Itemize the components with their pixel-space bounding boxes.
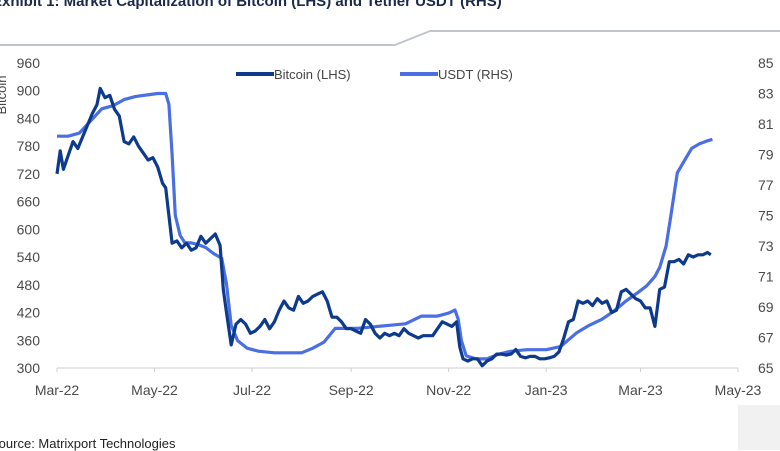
y-left-tick-label: 480 — [17, 277, 41, 293]
source-note: Source: Matrixport Technologies — [0, 436, 176, 451]
y-left-tick-label: 840 — [17, 110, 41, 126]
x-tick-label: Nov-22 — [426, 382, 471, 398]
chart-title: Exhibit 1: Market Capitalization of Bitc… — [0, 0, 502, 10]
y-left-tick-label: 900 — [17, 83, 41, 99]
y-axis-left-title-text: Bitcoin — [0, 75, 9, 114]
x-tick-label: Jul-22 — [233, 382, 271, 398]
y-left-tick-label: 420 — [17, 305, 41, 321]
y-right-tick-label: 77 — [758, 177, 774, 193]
x-tick-label: Jan-23 — [525, 382, 568, 398]
y-left-tick-label: 300 — [17, 360, 41, 376]
y-right-tick-label: 65 — [758, 360, 774, 376]
y-left-tick-label: 600 — [17, 221, 41, 237]
y-left-tick-label: 780 — [17, 138, 41, 154]
legend-label: USDT (RHS) — [438, 67, 513, 82]
y-right-tick-label: 69 — [758, 299, 774, 315]
y-right-tick-label: 67 — [758, 330, 774, 346]
y-axis-left-title: Bitcoin — [0, 75, 9, 114]
x-tick-label: Mar-22 — [35, 382, 80, 398]
series-line-bitcoin — [55, 86, 712, 368]
y-left-tick-label: 540 — [17, 249, 41, 265]
y-right-tick-label: 81 — [758, 116, 774, 132]
y-left-tick-label: 660 — [17, 194, 41, 210]
y-axis-right-ticks: 65 67 69 71 73 75 77 79 81 83 85 — [758, 55, 774, 376]
title-divider — [0, 30, 780, 46]
y-right-tick-label: 75 — [758, 208, 774, 224]
y-left-tick-label: 720 — [17, 166, 41, 182]
y-left-tick-label: 960 — [17, 55, 41, 71]
y-right-tick-label: 85 — [758, 55, 774, 71]
y-right-tick-label: 83 — [758, 86, 774, 102]
series-lines — [55, 86, 713, 368]
x-tick-label: Mar-23 — [618, 382, 663, 398]
legend: Bitcoin (LHS) USDT (RHS) — [236, 67, 513, 82]
x-tick-label: May-22 — [131, 382, 178, 398]
watermark-shape — [738, 405, 780, 450]
x-tick-label: May-23 — [715, 382, 762, 398]
x-axis-ticks: Mar-22 May-22 Jul-22 Sep-22 Nov-22 Jan-23 Mar-… — [35, 368, 762, 398]
y-axis-left-ticks: 300 360 420 480 540 600 660 720 780 840 900 960 — [17, 55, 41, 376]
chart: Bitcoin 300 360 420 480 540 600 660 720 780 840 90… — [0, 55, 774, 398]
y-right-tick-label: 71 — [758, 269, 774, 285]
series-line-usdt — [57, 91, 713, 361]
y-left-tick-label: 360 — [17, 332, 41, 348]
y-right-tick-label: 73 — [758, 238, 774, 254]
legend-label: Bitcoin (LHS) — [274, 67, 351, 82]
y-right-tick-label: 79 — [758, 147, 774, 163]
x-tick-label: Sep-22 — [329, 382, 374, 398]
